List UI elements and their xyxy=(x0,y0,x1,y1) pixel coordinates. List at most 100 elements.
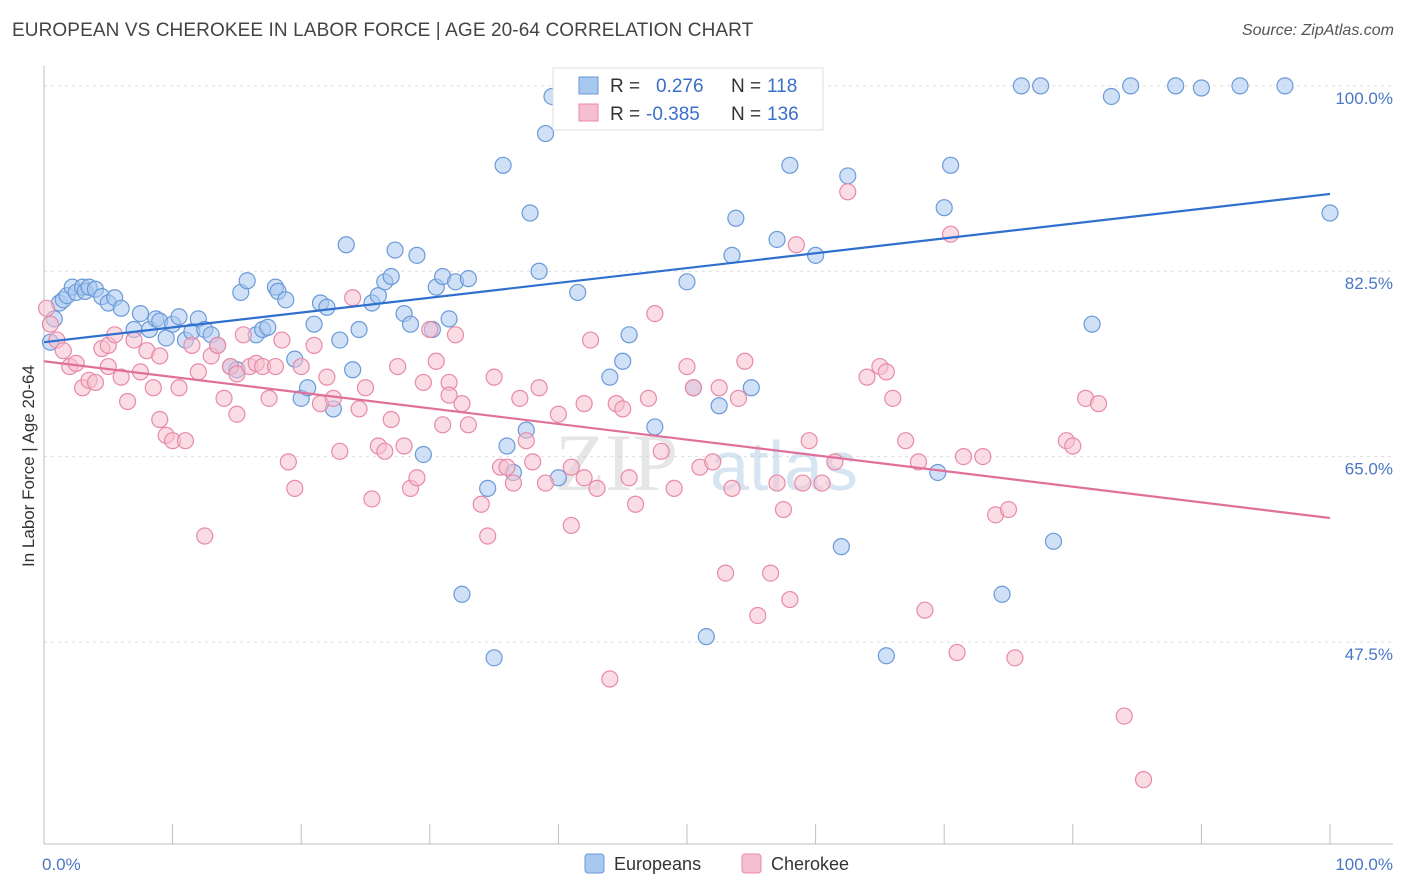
cherokee-point xyxy=(151,410,169,429)
cherokee-point xyxy=(389,357,407,376)
europeans-swatch xyxy=(578,76,599,95)
stats-box: R = 0.276 N = 118 R = -0.385 N = 136 xyxy=(552,67,824,131)
europeans-point xyxy=(318,298,336,316)
cherokee-point xyxy=(948,643,966,662)
europeans-point xyxy=(536,124,555,143)
legend: Europeans Cherokee xyxy=(584,853,849,874)
cherokee-point xyxy=(684,379,703,397)
cherokee-point xyxy=(99,357,117,376)
cherokee-point xyxy=(858,368,876,386)
cherokee-point xyxy=(536,474,555,492)
stat-r-label-1: R = xyxy=(610,76,640,97)
cherokee-point xyxy=(215,389,233,407)
cherokee-point xyxy=(144,379,162,397)
stat-n-value-1: 118 xyxy=(767,76,797,97)
europeans-point xyxy=(382,267,400,286)
europeans-point xyxy=(727,209,745,227)
cherokee-point xyxy=(646,305,664,323)
cherokee-point xyxy=(614,400,632,418)
cherokee-point xyxy=(974,447,992,466)
europeans-point xyxy=(697,628,715,646)
cherokee-point xyxy=(459,416,477,434)
europeans-point xyxy=(1231,77,1249,95)
cherokee-point xyxy=(723,479,741,497)
europeans-point xyxy=(710,397,728,415)
cherokee-point xyxy=(189,363,207,381)
cherokee-point xyxy=(408,469,426,487)
europeans-point xyxy=(1167,77,1185,95)
cherokee-point xyxy=(1134,771,1153,789)
cherokee-point xyxy=(736,352,754,370)
cherokee-trend-line xyxy=(43,360,1331,520)
stat-r-value-2: -0.385 xyxy=(646,104,700,125)
cherokee-point xyxy=(286,479,304,497)
cherokee-point xyxy=(530,379,548,397)
cherokee-point xyxy=(125,331,143,349)
cherokee-point xyxy=(228,405,246,423)
cherokee-point xyxy=(196,527,214,545)
europeans-point xyxy=(479,479,497,497)
cherokee-point xyxy=(209,336,227,354)
europeans-point xyxy=(238,272,256,290)
cherokee-point xyxy=(665,479,683,497)
europeans-point xyxy=(344,361,362,379)
europeans-point xyxy=(440,310,458,328)
cherokee-point xyxy=(318,368,336,386)
cherokee-point xyxy=(897,432,915,450)
europeans-point xyxy=(877,647,895,665)
cherokee-point xyxy=(774,500,793,519)
europeans-point xyxy=(929,463,947,482)
europeans-point xyxy=(1083,315,1101,333)
europeans-point xyxy=(305,315,323,333)
cherokee-point xyxy=(54,342,72,360)
cherokee-point xyxy=(350,400,368,418)
stat-n-value-2: 136 xyxy=(767,104,799,125)
chart-title: EUROPEAN VS CHEROKEE IN LABOR FORCE | AG… xyxy=(12,20,754,41)
europeans-point xyxy=(768,230,786,249)
europeans-point xyxy=(131,305,150,323)
cherokee-point xyxy=(942,225,960,243)
europeans-point xyxy=(1032,77,1050,95)
cherokee-point xyxy=(729,389,748,407)
cherokee-point xyxy=(228,365,246,383)
cherokee-point xyxy=(524,453,542,471)
cherokee-point xyxy=(1064,437,1082,455)
cherokee-point xyxy=(575,469,593,487)
cherokee-point xyxy=(909,453,928,471)
europeans-point xyxy=(112,299,130,317)
cherokee-point xyxy=(716,564,735,582)
cherokee-point xyxy=(954,447,973,466)
europeans-point xyxy=(170,308,188,326)
cherokee-point xyxy=(324,389,342,407)
cherokee-point xyxy=(331,442,349,460)
stat-r-value-1: 0.276 xyxy=(656,76,704,97)
legend-cherokee-swatch xyxy=(741,853,762,874)
cherokee-point xyxy=(37,299,56,317)
cherokee-point xyxy=(504,474,522,492)
cherokee-point xyxy=(877,363,895,381)
stat-r-label-2: R = xyxy=(610,104,640,125)
cherokee-point xyxy=(575,395,593,413)
cherokee-point xyxy=(118,392,137,411)
europeans-point xyxy=(646,418,664,436)
europeans-point xyxy=(459,270,477,288)
stat-n-label-2: N = xyxy=(731,104,761,125)
europeans-point xyxy=(742,379,760,397)
cherokee-point xyxy=(260,389,278,407)
cherokee-point xyxy=(549,405,568,423)
europeans-point xyxy=(453,585,471,603)
cherokee-point xyxy=(916,601,934,619)
cherokee-point xyxy=(581,331,600,349)
cherokee-point xyxy=(279,453,297,471)
cherokee-point xyxy=(305,336,323,354)
europeans-point xyxy=(723,246,741,264)
cherokee-point xyxy=(170,379,188,397)
cherokee-point xyxy=(517,432,535,450)
europeans-point xyxy=(350,320,368,339)
europeans-point xyxy=(494,156,512,174)
europeans-point xyxy=(530,262,548,280)
europeans-point xyxy=(414,445,432,464)
cherokee-point xyxy=(999,500,1018,519)
europeans-point xyxy=(277,291,295,309)
